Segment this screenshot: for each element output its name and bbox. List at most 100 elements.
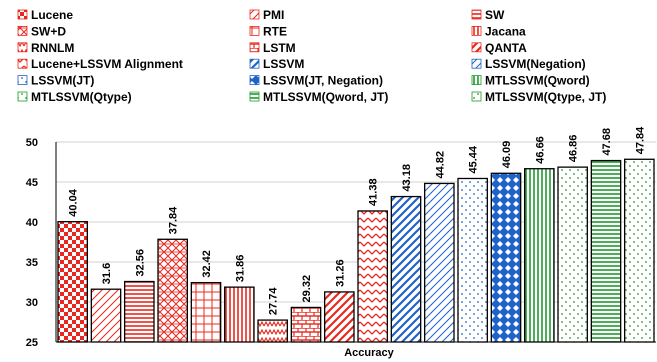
y-tick-label: 40 xyxy=(26,217,38,229)
legend-item: MTLSSVM(Qword, JT) xyxy=(249,90,388,104)
data-label: 31.86 xyxy=(234,255,246,283)
data-label: 47.68 xyxy=(601,128,613,156)
legend-label: QANTA xyxy=(485,41,527,55)
legend-swatch xyxy=(17,58,28,69)
y-axis: 25 30 35 40 45 50 xyxy=(26,137,656,349)
bar xyxy=(357,210,388,343)
legend-item: RTE xyxy=(249,24,287,38)
legend-item: SW+D xyxy=(17,24,66,38)
bar xyxy=(290,306,322,343)
legend-item: SW xyxy=(471,8,505,22)
data-label: 27.74 xyxy=(268,287,280,315)
legend-item: LSTM xyxy=(249,41,296,55)
legend-swatch xyxy=(17,75,28,85)
legend-label: MTLSSVM(Qtype, JT) xyxy=(485,90,606,104)
legend-label: MTLSSVM(Qword) xyxy=(485,74,590,88)
data-label: 44.82 xyxy=(434,151,446,179)
legend-label: Jacana xyxy=(485,24,526,38)
legend-swatch xyxy=(17,9,28,20)
legend-item: Lucene+LSSVM Alignment xyxy=(17,57,183,71)
legend-label: PMI xyxy=(263,8,284,22)
legend-item: MTLSSVM(Qtype, JT) xyxy=(471,90,606,104)
bar xyxy=(424,182,455,343)
legend-label: MTLSSVM(Qtype) xyxy=(31,90,132,104)
bar xyxy=(57,221,88,343)
legend-label: SW xyxy=(485,8,505,22)
legend-label: LSSVM(JT) xyxy=(31,74,94,88)
bar xyxy=(90,288,122,343)
legend-item: LSSVM(JT) xyxy=(17,74,94,88)
bar xyxy=(590,159,622,343)
legend-label: SW+D xyxy=(31,24,66,38)
bar xyxy=(624,158,655,343)
bar xyxy=(557,166,588,343)
bar xyxy=(390,195,422,343)
legend-swatch xyxy=(471,42,482,53)
legend-swatch xyxy=(17,25,28,36)
legend-swatch xyxy=(249,91,260,102)
legend-swatch xyxy=(249,25,260,36)
legend-swatch xyxy=(249,9,260,20)
bar xyxy=(257,319,288,343)
legend-swatch xyxy=(249,58,260,69)
data-label: 46.66 xyxy=(534,136,546,164)
legend-item: MTLSSVM(Qtype) xyxy=(17,90,132,104)
data-label: 46.86 xyxy=(568,135,580,163)
legend-label: Lucene xyxy=(31,8,73,22)
data-label: 32.42 xyxy=(201,250,213,278)
legend-label: LSSVM xyxy=(263,57,304,71)
data-label: 47.84 xyxy=(634,126,646,154)
legend-item: MTLSSVM(Qword) xyxy=(471,74,590,88)
legend-item: Lucene xyxy=(17,8,73,22)
legend-label: MTLSSVM(Qword, JT) xyxy=(263,90,388,104)
legend-swatch xyxy=(249,42,260,53)
bar xyxy=(490,172,522,343)
x-axis-label: Accuracy xyxy=(344,347,394,359)
data-label: 43.18 xyxy=(401,164,413,192)
legend-swatch xyxy=(471,9,482,20)
bar xyxy=(157,238,188,343)
legend-item: PMI xyxy=(249,8,284,22)
y-tick-label: 50 xyxy=(26,137,38,149)
data-label: 29.32 xyxy=(301,275,313,303)
legend-label: LSTM xyxy=(263,41,296,55)
legend-item: LSSVM(Negation) xyxy=(471,57,586,71)
bar xyxy=(324,291,355,343)
data-labels: 40.04 31.6 32.56 37.84 32.42 31.86 27.74 29.32 3… xyxy=(68,126,647,315)
legend-swatch xyxy=(471,91,482,102)
legend-swatch xyxy=(17,91,28,102)
data-label: 32.56 xyxy=(134,249,146,277)
y-tick-label: 25 xyxy=(26,337,38,349)
data-label: 31.6 xyxy=(101,263,113,284)
legend-label: LSSVM(JT, Negation) xyxy=(263,74,383,88)
y-tick-label: 30 xyxy=(26,297,38,309)
legend-swatch xyxy=(471,25,482,36)
data-label: 41.38 xyxy=(368,178,380,206)
data-label: 31.26 xyxy=(334,259,346,287)
y-tick-label: 35 xyxy=(26,257,38,269)
legend-label: LSSVM(Negation) xyxy=(485,57,586,71)
legend-item: QANTA xyxy=(471,41,527,55)
legend-label: Lucene+LSSVM Alignment xyxy=(31,57,183,71)
bars xyxy=(57,158,655,343)
legend: Lucene PMI SW SW+D RTE Jacana RNNLM LSTM QANTA Lu… xyxy=(17,8,606,104)
y-tick-label: 45 xyxy=(26,177,38,189)
data-label: 45.44 xyxy=(468,145,480,173)
data-label: 46.09 xyxy=(501,141,513,169)
legend-item: LSSVM(JT, Negation) xyxy=(249,74,383,88)
bar xyxy=(224,286,255,343)
bar xyxy=(524,168,555,343)
bar xyxy=(457,177,488,343)
legend-item: Jacana xyxy=(471,24,526,38)
bar xyxy=(124,280,155,343)
legend-label: RTE xyxy=(263,24,287,38)
bar xyxy=(190,281,222,343)
legend-swatch xyxy=(17,42,28,53)
legend-label: RNNLM xyxy=(31,41,74,55)
legend-item: RNNLM xyxy=(17,41,74,55)
data-label: 40.04 xyxy=(68,188,80,216)
data-label: 37.84 xyxy=(168,206,180,234)
legend-swatch xyxy=(249,75,260,85)
legend-swatch xyxy=(471,75,482,85)
